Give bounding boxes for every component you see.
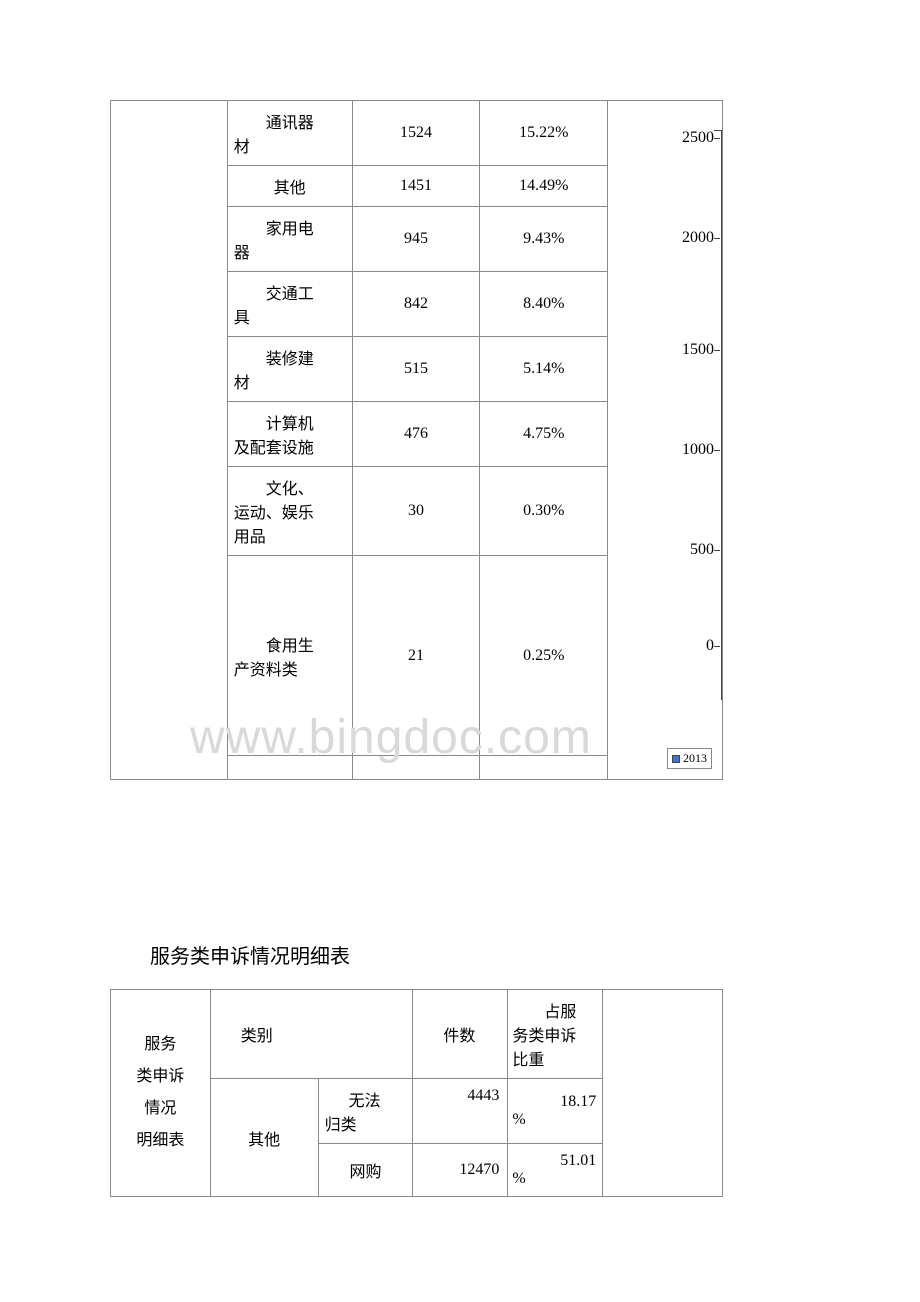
count-cell: 1451 bbox=[352, 166, 480, 207]
blank-cell bbox=[227, 756, 352, 780]
percent-cell: 18.17 % bbox=[508, 1079, 603, 1144]
row-header-text: 类申诉 bbox=[136, 1068, 184, 1085]
hdr-pct-line: 占服 bbox=[512, 998, 596, 1022]
count-cell: 476 bbox=[352, 402, 480, 467]
row-header-text: 服务 bbox=[144, 1036, 176, 1053]
count-cell: 515 bbox=[352, 337, 480, 402]
category-line2: 材 bbox=[234, 375, 250, 392]
axis-tick-label: 2500 bbox=[682, 129, 714, 147]
category-line1: 通讯器 bbox=[234, 109, 346, 133]
tick-mark bbox=[714, 450, 720, 451]
count-cell: 30 bbox=[352, 467, 480, 556]
count-cell: 4443 bbox=[413, 1079, 508, 1144]
axis-tick-label: 1000 bbox=[682, 441, 714, 459]
count-cell: 945 bbox=[352, 207, 480, 272]
count-cell: 1524 bbox=[352, 101, 480, 166]
section-title: 服务类申诉情况明细表 bbox=[150, 940, 920, 969]
category-line1: 装修建 bbox=[234, 345, 346, 369]
axis-tick-label: 500 bbox=[690, 541, 714, 559]
tick-mark bbox=[714, 350, 720, 351]
percent-cell: 14.49% bbox=[480, 166, 608, 207]
category-line1: 食用生 bbox=[234, 632, 346, 656]
tick-mark bbox=[714, 138, 720, 139]
percent-cell: 0.25% bbox=[480, 556, 608, 756]
category-line2: 运动、娱乐 bbox=[234, 499, 346, 523]
blank-cell bbox=[352, 756, 480, 780]
count-cell: 12470 bbox=[413, 1144, 508, 1197]
subcategory-cell: 无法 归类 bbox=[318, 1079, 413, 1144]
category-cell: 装修建 材 bbox=[227, 337, 352, 402]
row-header-text: 情况 bbox=[144, 1100, 176, 1117]
category-cell: 文化、 运动、娱乐 用品 bbox=[227, 467, 352, 556]
chart-right-border bbox=[721, 130, 722, 700]
category-cell: 通讯器 材 bbox=[227, 101, 352, 166]
category-line2: 及配套设施 bbox=[234, 440, 314, 457]
header-category: 类别 bbox=[210, 990, 413, 1079]
category-line2: 材 bbox=[234, 139, 250, 156]
chart-axis-cell: 2500 2000 1500 1000 500 0 2013 bbox=[608, 101, 723, 780]
category-line3: 用品 bbox=[234, 529, 266, 546]
row-header-cell: 服务 类申诉 情况 明细表 bbox=[111, 990, 211, 1197]
percent-cell: 0.30% bbox=[480, 467, 608, 556]
category-line2: 器 bbox=[234, 245, 250, 262]
blank-right-cell bbox=[603, 990, 723, 1197]
percent-cell: 9.43% bbox=[480, 207, 608, 272]
sub-line: 网购 bbox=[350, 1164, 382, 1181]
tick-mark bbox=[714, 550, 720, 551]
hdr-pct-line: 务类申诉 bbox=[512, 1022, 596, 1046]
category-cell: 其他 bbox=[227, 166, 352, 207]
service-complaint-table: 服务 类申诉 情况 明细表 类别 件数 占服 务类申诉 比重 其他 无法 归类 … bbox=[110, 989, 723, 1197]
count-cell: 842 bbox=[352, 272, 480, 337]
subcategory-cell: 网购 bbox=[318, 1144, 413, 1197]
category-line1: 其他 bbox=[234, 174, 346, 198]
blank-left-cell bbox=[111, 101, 228, 780]
category-stats-table: 通讯器 材 1524 15.22% 2500 2000 1500 1000 50… bbox=[110, 100, 723, 780]
category-cell: 食用生 产资料类 bbox=[227, 556, 352, 756]
axis-tick-label: 2000 bbox=[682, 229, 714, 247]
count-cell: 21 bbox=[352, 556, 480, 756]
chart-legend: 2013 bbox=[667, 748, 712, 769]
header-percent: 占服 务类申诉 比重 bbox=[508, 990, 603, 1079]
category-line1: 家用电 bbox=[234, 215, 346, 239]
pct-line: 18.17 bbox=[512, 1093, 596, 1111]
axis-tick-label: 0 bbox=[706, 637, 714, 655]
percent-cell: 8.40% bbox=[480, 272, 608, 337]
percent-cell: 4.75% bbox=[480, 402, 608, 467]
tick-mark bbox=[714, 238, 720, 239]
sub-line: 归类 bbox=[325, 1111, 407, 1135]
axis-tick-label: 1500 bbox=[682, 341, 714, 359]
category-line2: 产资料类 bbox=[234, 662, 298, 679]
percent-cell: 51.01 % bbox=[508, 1144, 603, 1197]
blank-cell bbox=[480, 756, 608, 780]
percent-cell: 15.22% bbox=[480, 101, 608, 166]
category-line1: 计算机 bbox=[234, 410, 346, 434]
row-header-text: 明细表 bbox=[136, 1132, 184, 1149]
category-line1: 交通工 bbox=[234, 280, 346, 304]
legend-swatch bbox=[672, 755, 680, 763]
group-other-cell: 其他 bbox=[210, 1079, 318, 1197]
category-cell: 计算机 及配套设施 bbox=[227, 402, 352, 467]
category-line2: 具 bbox=[234, 310, 250, 327]
header-count: 件数 bbox=[413, 990, 508, 1079]
pct-line: % bbox=[512, 1111, 596, 1129]
pct-line: 51.01 bbox=[512, 1152, 596, 1170]
category-cell: 交通工 具 bbox=[227, 272, 352, 337]
category-line1: 文化、 bbox=[234, 475, 346, 499]
legend-label: 2013 bbox=[683, 751, 707, 766]
percent-cell: 5.14% bbox=[480, 337, 608, 402]
pct-line: % bbox=[512, 1170, 596, 1188]
sub-line: 无法 bbox=[325, 1087, 407, 1111]
category-cell: 家用电 器 bbox=[227, 207, 352, 272]
tick-mark bbox=[714, 646, 720, 647]
hdr-pct-line: 比重 bbox=[512, 1046, 596, 1070]
